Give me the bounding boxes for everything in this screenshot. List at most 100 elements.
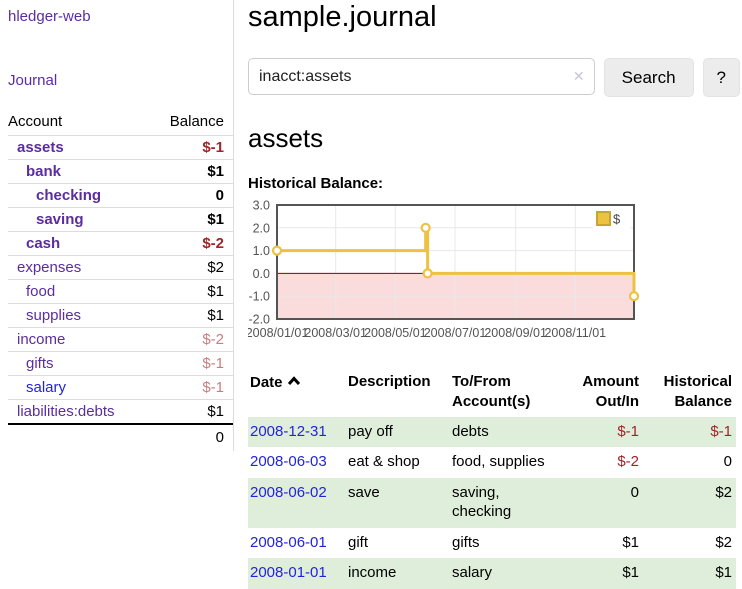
- search-button[interactable]: Search: [603, 58, 694, 97]
- amount-cell: $-2: [617, 453, 639, 470]
- data-point-marker: [628, 291, 640, 302]
- account-link[interactable]: saving: [36, 211, 84, 228]
- account-row: income $-2: [8, 327, 233, 352]
- amount-cell: $1: [622, 533, 639, 551]
- legend-label: $: [613, 212, 621, 227]
- account-balance: $1: [207, 403, 224, 420]
- account-link[interactable]: liabilities:debts: [17, 403, 115, 420]
- account-link[interactable]: assets: [17, 139, 64, 156]
- account-balance: $-1: [202, 379, 224, 396]
- y-axis-tick: 3.0: [253, 199, 270, 213]
- date-link[interactable]: 2008-06-01: [250, 533, 327, 551]
- account-link[interactable]: income: [17, 331, 66, 348]
- amount-cell: $-1: [617, 422, 639, 440]
- amount-cell: 0: [630, 483, 639, 501]
- account-heading: assets: [248, 123, 324, 153]
- y-axis-tick: 2.0: [253, 221, 270, 235]
- chart-title: Historical Balance:: [248, 175, 384, 192]
- account-row: cash $-2: [8, 231, 233, 256]
- account-link[interactable]: cash: [26, 235, 61, 252]
- column-header-balance: Historical Balance: [663, 373, 732, 411]
- accounts-table: Account Balance assets $-1 bank $1 checking 0…: [8, 110, 233, 449]
- accounts-cell: food, supplies: [452, 453, 545, 470]
- clear-search-icon[interactable]: ✕: [572, 68, 585, 84]
- plot-border: [276, 204, 635, 320]
- y-axis-tick: -1.0: [248, 290, 270, 304]
- x-axis-tick: 2008/09/01: [484, 326, 547, 340]
- column-header-date[interactable]: Date: [248, 370, 346, 417]
- date-link[interactable]: 2008-01-01: [250, 564, 327, 581]
- balance-cell: $2: [715, 483, 732, 501]
- chart-canvas: 3.0 2.0 1.0 0.0 -1.0 -2.02008/01/012008/03/01…: [246, 199, 640, 340]
- account-row: liabilities:debts $1: [8, 399, 233, 425]
- column-header-description: Description: [348, 373, 431, 390]
- accounts-cell: debts: [452, 422, 489, 440]
- app-title-link[interactable]: hledger-web: [8, 8, 91, 25]
- register-row: 2008-01-01 income salary $1 $1: [248, 558, 736, 589]
- register-row: 2008-06-03 eat & shop food, supplies $-2 0: [248, 447, 736, 478]
- register-row: 2008-06-01 gift gifts $1 $2: [248, 528, 736, 559]
- account-balance: $-1: [202, 139, 224, 156]
- sidebar: hledger-web Journal Account Balance asse…: [0, 0, 234, 451]
- date-link[interactable]: 2008-06-02: [250, 483, 327, 501]
- description-cell: save: [348, 483, 380, 501]
- account-link[interactable]: supplies: [26, 307, 82, 324]
- x-axis-tick: 2008/01/01: [248, 326, 308, 340]
- register-body: 2008-12-31 pay off debts $-1 $-1 2008-06-03 ea…: [248, 416, 736, 589]
- account-link[interactable]: expenses: [17, 259, 82, 276]
- x-axis-tick: 2008/03/01: [304, 326, 367, 340]
- x-axis-tick: 2008/05/01: [364, 326, 427, 340]
- main-content: sample.journal ✕ Search ? assets Histori…: [246, 0, 740, 589]
- description-cell: eat & shop: [348, 453, 420, 470]
- account-link[interactable]: bank: [26, 163, 62, 180]
- account-balance: $2: [207, 259, 224, 276]
- account-row: bank $1: [8, 159, 233, 184]
- register-header-row: Date Description To/From Account(s) Amou…: [248, 370, 736, 417]
- account-balance: $1: [207, 163, 224, 180]
- accounts-total-row: 0: [8, 423, 233, 449]
- balance-cell: 0: [723, 453, 732, 470]
- account-row: expenses $2: [8, 255, 233, 280]
- balance-cell: $1: [715, 564, 732, 581]
- account-row: food $1: [8, 279, 233, 304]
- register-row: 2008-06-02 save saving, checking 0 $2: [248, 477, 736, 528]
- search-form: ✕ Search ?: [248, 58, 740, 97]
- balance-cell: $-1: [710, 422, 732, 440]
- account-row: saving $1: [8, 207, 233, 232]
- register-row: 2008-12-31 pay off debts $-1 $-1: [248, 416, 736, 447]
- help-button[interactable]: ?: [702, 58, 740, 97]
- account-link[interactable]: salary: [26, 379, 67, 396]
- y-axis-tick: 1.0: [253, 244, 270, 258]
- account-balance: $1: [207, 211, 224, 228]
- description-cell: pay off: [348, 422, 393, 440]
- accounts-total-balance: 0: [149, 423, 233, 449]
- y-axis-tick: 0.0: [253, 267, 270, 281]
- historical-balance-chart: 3.0 2.0 1.0 0.0 -1.0 -2.0 2008/01/01 2008/03/01…: [246, 199, 740, 349]
- account-row: salary $-1: [8, 375, 233, 400]
- nav-journal-link[interactable]: Journal: [8, 72, 58, 89]
- y-axis-tick: -2.0: [248, 313, 270, 327]
- balance-cell: $2: [715, 533, 732, 551]
- accounts-cell: saving, checking: [452, 483, 512, 521]
- page-title: sample.journal: [248, 1, 437, 33]
- account-balance: $1: [207, 307, 224, 324]
- account-balance: $-1: [202, 355, 224, 372]
- search-input[interactable]: [248, 58, 595, 95]
- description-cell: income: [348, 564, 397, 581]
- date-link[interactable]: 2008-06-03: [250, 453, 327, 470]
- account-link[interactable]: food: [26, 283, 56, 300]
- account-link[interactable]: checking: [36, 187, 102, 204]
- account-balance: $-2: [202, 235, 224, 252]
- amount-cell: $1: [622, 564, 639, 581]
- account-balance: 0: [215, 187, 224, 204]
- accounts-header-balance: Balance: [169, 113, 224, 130]
- data-point-marker: [271, 245, 283, 256]
- date-link[interactable]: 2008-12-31: [250, 422, 327, 440]
- sort-ascending-icon: [287, 372, 301, 392]
- accounts-cell: gifts: [452, 533, 480, 551]
- accounts-cell: salary: [452, 564, 493, 581]
- account-link[interactable]: gifts: [26, 355, 54, 372]
- account-row: gifts $-1: [8, 351, 233, 376]
- account-row: checking 0: [8, 183, 233, 208]
